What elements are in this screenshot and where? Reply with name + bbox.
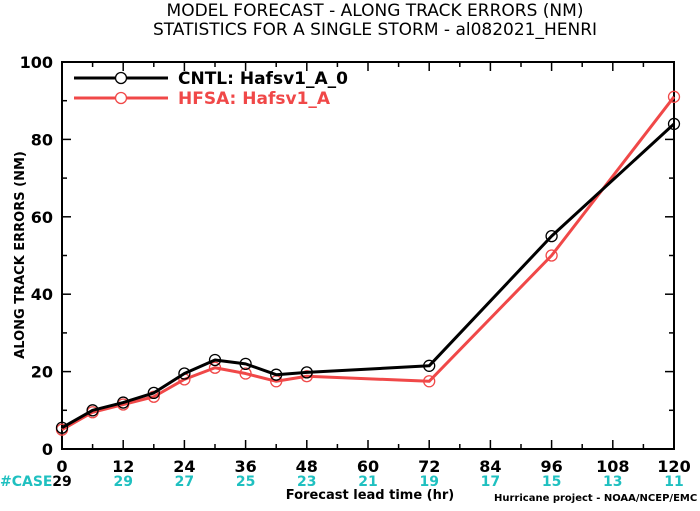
x-tick-label: 108 bbox=[596, 457, 629, 476]
credit-text: Hurricane project - NOAA/NCEP/EMC bbox=[494, 493, 697, 504]
case-count-value: 21 bbox=[358, 474, 377, 490]
legend-marker-cntl bbox=[114, 71, 128, 85]
y-tick-label: 100 bbox=[20, 53, 53, 72]
data-point-cntl bbox=[117, 396, 130, 409]
x-tick-label: 60 bbox=[357, 457, 379, 476]
x-tick-label: 120 bbox=[657, 457, 690, 476]
y-tick-label: 40 bbox=[31, 285, 53, 304]
series-layer bbox=[55, 90, 681, 436]
data-point-hfsa bbox=[208, 361, 222, 374]
legend-label-cntl: CNTL: Hafsv1_A_0 bbox=[178, 69, 348, 89]
data-point-hfsa bbox=[423, 375, 436, 388]
x-tick-label: 96 bbox=[540, 457, 562, 476]
data-point-cntl bbox=[178, 367, 191, 380]
case-count-value: 25 bbox=[236, 474, 255, 490]
x-tick-label: 84 bbox=[479, 457, 501, 476]
y-tick-label: 80 bbox=[31, 130, 53, 149]
x-tick-label: 12 bbox=[112, 457, 134, 476]
chart-title-line-2: STATISTICS FOR A SINGLE STORM - al082021… bbox=[153, 20, 597, 40]
y-tick-label: 60 bbox=[31, 208, 53, 227]
axes: 0 12 24 36 48 60 72 84 96 108 120 0 20 40 60 80 100 bbox=[20, 53, 691, 476]
case-count-value: 23 bbox=[297, 474, 316, 490]
case-count-value: 17 bbox=[481, 474, 500, 490]
x-tick-label: 0 bbox=[56, 457, 67, 476]
data-point-hfsa bbox=[545, 249, 558, 262]
data-point-cntl bbox=[423, 359, 436, 372]
chart-title-line-1: MODEL FORECAST - ALONG TRACK ERRORS (NM) bbox=[167, 1, 584, 21]
data-point-cntl bbox=[55, 421, 69, 434]
data-point-hfsa bbox=[667, 90, 681, 103]
case-count-value: 29 bbox=[52, 474, 71, 490]
y-axis-label: ALONG TRACK ERRORS (NM) bbox=[13, 151, 28, 359]
legend-label-hfsa: HFSA: Hafsv1_A bbox=[178, 89, 331, 109]
series-line-hfsa bbox=[61, 95, 676, 431]
x-tick-label: 36 bbox=[234, 457, 256, 476]
data-point-cntl bbox=[300, 366, 313, 379]
data-point-cntl bbox=[545, 229, 558, 243]
series-line-cntl bbox=[61, 122, 676, 430]
data-point-hfsa bbox=[300, 370, 313, 383]
case-count-value: 11 bbox=[664, 474, 683, 490]
y-tick-label: 0 bbox=[42, 440, 53, 459]
data-point-cntl bbox=[147, 386, 160, 400]
case-count-label: #CASE bbox=[0, 474, 53, 490]
data-point-cntl bbox=[239, 357, 252, 371]
data-point-cntl bbox=[208, 353, 222, 367]
data-point-hfsa bbox=[239, 367, 252, 380]
case-count-value: 19 bbox=[419, 474, 438, 490]
case-count-value: 27 bbox=[175, 474, 194, 490]
x-axis-label: Forecast lead time (hr) bbox=[286, 488, 454, 503]
x-tick-label: 72 bbox=[418, 457, 440, 476]
case-count-value: 29 bbox=[113, 474, 132, 490]
case-count-value: 15 bbox=[542, 474, 561, 490]
legend-marker-hfsa bbox=[114, 91, 128, 105]
data-point-cntl bbox=[667, 117, 681, 131]
x-tick-label: 24 bbox=[173, 457, 195, 476]
y-tick-label: 20 bbox=[31, 363, 53, 382]
case-count-value: 13 bbox=[603, 474, 622, 490]
data-point-cntl bbox=[270, 368, 283, 381]
data-point-cntl bbox=[86, 404, 99, 417]
case-count-row: #CASE 29 29 27 25 23 21 19 17 15 13 11 bbox=[0, 474, 684, 490]
x-tick-label: 48 bbox=[296, 457, 318, 476]
